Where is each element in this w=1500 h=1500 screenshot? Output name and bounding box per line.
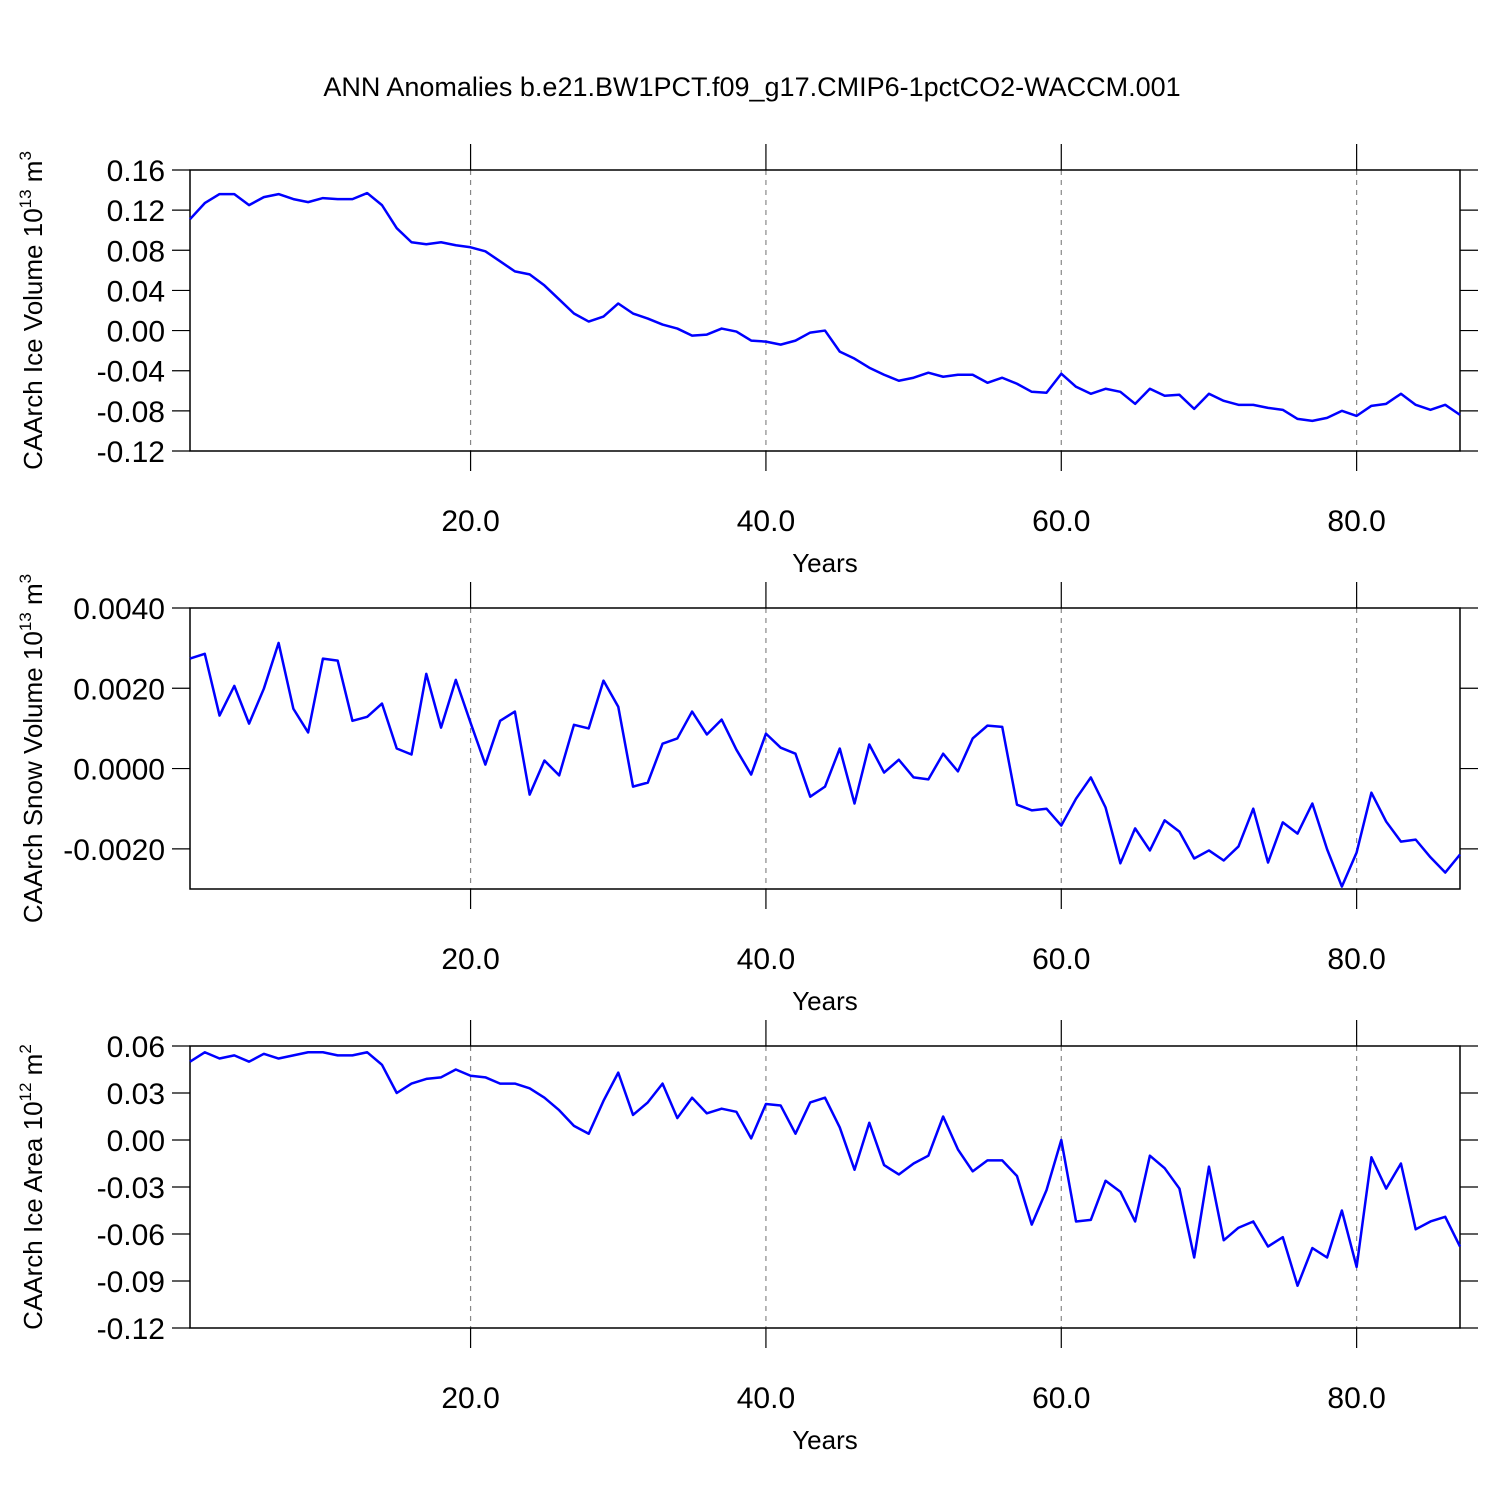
y-axis-label-part: CAArch Ice Area 10 (18, 1101, 48, 1329)
x-axis-label: Years (792, 548, 858, 578)
x-tick-label: 20.0 (441, 1382, 499, 1415)
x-tick-label: 40.0 (737, 943, 795, 976)
panel: 20.0 40.0 60.0 80.0 0.16 0.12 0.08 0.04 0.00 -0.0… (16, 144, 1478, 578)
x-tick-label: 80.0 (1327, 1382, 1385, 1415)
x-axis-label: Years (792, 1425, 858, 1455)
plot-frame (189, 169, 1461, 452)
y-axis-label-part: m (18, 583, 48, 612)
y-axis-label-exponent: 3 (16, 574, 35, 583)
y-axis-label-exponent: 2 (16, 1044, 35, 1053)
data-line (189, 641, 1461, 888)
y-tick-label: 0.16 (107, 155, 165, 188)
y-tick-label: 0.0040 (73, 593, 165, 626)
plot-frame (189, 1045, 1461, 1329)
y-tick-label: 0.08 (107, 235, 165, 268)
y-axis-label-part: m (18, 1054, 48, 1083)
y-axis-label-exponent: 13 (16, 612, 35, 631)
x-tick-label: 40.0 (737, 1382, 795, 1415)
y-axis-label: CAArch Snow Volume 1013 m3 (16, 574, 48, 923)
y-axis-label-clip: CAArch Snow Volume 1013 m3 (16, 574, 48, 923)
y-tick-label: 0.0000 (73, 754, 165, 787)
x-axis-label: Years (792, 986, 858, 1016)
y-axis-label: CAArch Ice Area 1012 m2 (16, 1044, 48, 1330)
y-tick-label: 0.03 (107, 1078, 165, 1111)
y-tick-label: -0.12 (97, 1313, 165, 1346)
x-tick-label: 20.0 (441, 943, 499, 976)
data-line (189, 191, 1461, 423)
x-tick-label: 60.0 (1032, 505, 1090, 538)
y-tick-label: -0.04 (97, 356, 165, 389)
y-axis-label: CAArch Ice Volume 1013 m3 (16, 151, 48, 470)
x-tick-label: 20.0 (441, 505, 499, 538)
y-tick-label: 0.0020 (73, 673, 165, 706)
panel: 20.0 40.0 60.0 80.0 0.06 0.03 0.00 -0.03 -0.06 -0… (16, 1020, 1478, 1455)
x-tick-label: 80.0 (1327, 943, 1385, 976)
plot-frame (189, 607, 1461, 890)
y-tick-label: -0.06 (97, 1219, 165, 1252)
y-axis-label-part: CAArch Ice Volume 10 (18, 208, 48, 470)
y-tick-label: -0.08 (97, 396, 165, 429)
y-tick-label: 0.12 (107, 195, 165, 228)
figure-title: ANN Anomalies b.e21.BW1PCT.f09_g17.CMIP6… (323, 72, 1180, 102)
y-tick-label: 0.00 (107, 316, 165, 349)
panel: 20.0 40.0 60.0 80.0 0.0040 0.0020 0.0000 -0.002… (16, 574, 1478, 1016)
y-axis-label-part: m (18, 161, 48, 190)
y-axis-label-exponent: 12 (16, 1083, 35, 1102)
x-tick-label: 60.0 (1032, 943, 1090, 976)
y-tick-label: -0.12 (97, 436, 165, 469)
y-tick-label: 0.00 (107, 1125, 165, 1158)
x-tick-label: 80.0 (1327, 505, 1385, 538)
y-tick-label: 0.04 (107, 275, 165, 308)
y-tick-label: 0.06 (107, 1031, 165, 1064)
data-line (189, 1051, 1462, 1287)
x-tick-label: 60.0 (1032, 1382, 1090, 1415)
y-tick-label: -0.09 (97, 1266, 165, 1299)
x-tick-label: 40.0 (737, 505, 795, 538)
y-axis-label-exponent: 3 (16, 151, 35, 160)
y-tick-label: -0.03 (97, 1172, 165, 1205)
y-axis-label-exponent: 13 (16, 189, 35, 208)
y-axis-label-part: CAArch Snow Volume 10 (18, 631, 48, 923)
y-tick-label: -0.0020 (63, 834, 165, 867)
